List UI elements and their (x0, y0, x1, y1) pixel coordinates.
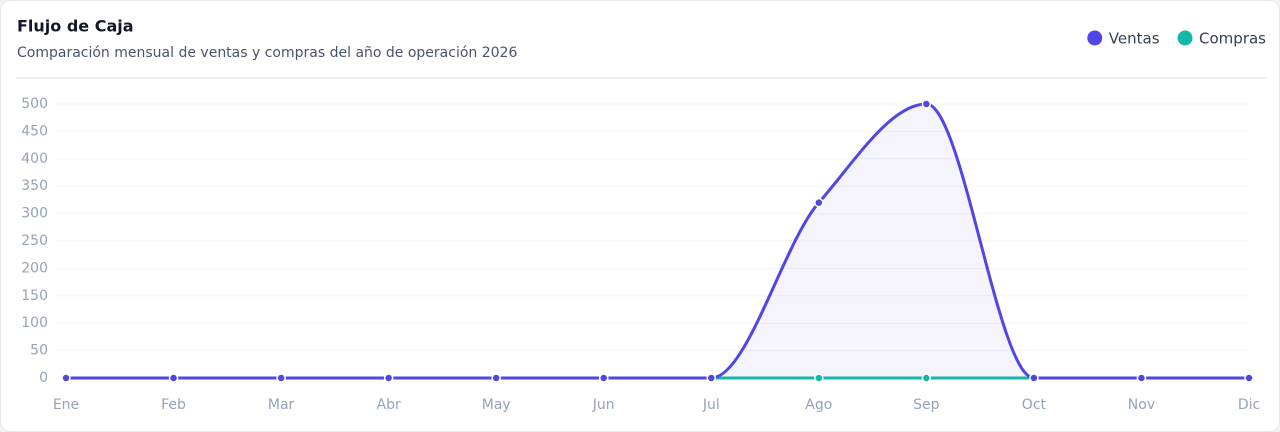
x-tick-label: Nov (1128, 397, 1155, 413)
chart-title: Flujo de Caja (17, 17, 134, 36)
y-tick-label: 150 (21, 288, 48, 304)
point (1029, 373, 1039, 383)
point (921, 99, 932, 109)
y-tick-label: 100 (21, 315, 48, 331)
point (598, 373, 609, 383)
point (383, 373, 394, 383)
y-tick-label: 400 (21, 151, 48, 167)
legend-label: Compras (1199, 30, 1266, 48)
point (921, 373, 932, 383)
point (814, 197, 824, 208)
point (276, 373, 286, 383)
point (168, 373, 179, 383)
x-tick-label: Jul (702, 397, 720, 413)
y-tick-label: 0 (39, 370, 48, 386)
point (491, 373, 501, 383)
y-tick-label: 500 (21, 96, 48, 112)
x-tick-label: May (482, 397, 511, 413)
y-tick-label: 300 (21, 206, 48, 222)
point (61, 373, 71, 383)
y-tick-label: 50 (30, 343, 48, 359)
x-tick-label: Ene (53, 397, 79, 413)
point (814, 373, 824, 383)
legend-marker (1087, 30, 1103, 46)
y-tick-label: 450 (21, 123, 48, 139)
legend-label: Ventas (1109, 30, 1160, 48)
y-tick-label: 250 (21, 233, 48, 249)
point (1136, 373, 1147, 383)
x-tick-label: Dic (1238, 397, 1260, 413)
y-tick-label: 350 (21, 178, 48, 194)
point (706, 373, 717, 383)
legend-marker (1177, 30, 1193, 46)
area (66, 104, 1249, 378)
x-tick-label: Sep (913, 397, 940, 413)
chart-subtitle: Comparación mensual de ventas y compras … (17, 45, 517, 61)
point (1244, 373, 1254, 383)
y-tick-label: 200 (21, 260, 48, 276)
x-tick-label: Mar (268, 397, 295, 413)
x-tick-label: Jun (592, 397, 615, 413)
x-tick-label: Abr (377, 397, 401, 413)
x-tick-label: Oct (1022, 397, 1047, 413)
x-tick-label: Ago (805, 397, 832, 413)
x-tick-label: Feb (161, 397, 186, 413)
